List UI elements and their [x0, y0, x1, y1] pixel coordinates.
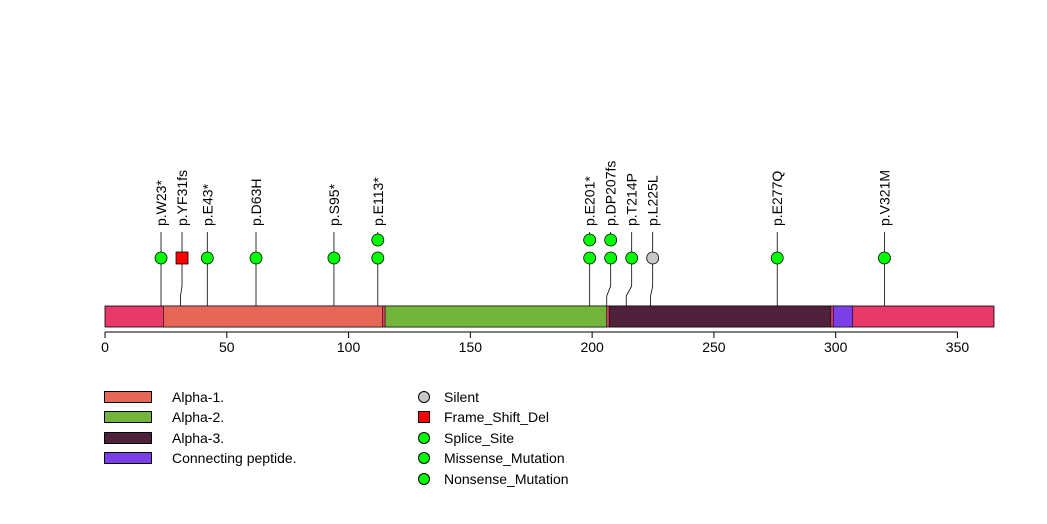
x-tick-label: 150 — [459, 339, 483, 355]
mutation-stem — [650, 258, 654, 306]
mutation-marker-circle — [327, 251, 341, 265]
domain-legend-swatch — [104, 391, 152, 403]
mutation-marker-circle — [371, 233, 385, 247]
protein-track — [104, 305, 995, 328]
mutation-stem — [606, 258, 612, 306]
mutation-legend-label: Missense_Mutation — [444, 450, 565, 466]
silent-legend-icon — [418, 391, 430, 403]
mutation-legend-label: Silent — [444, 389, 480, 405]
domain-legend-swatch — [104, 411, 152, 423]
lollipop-plot: 0 50 100 150 200 250 300 350 p.W23* p.YF31fs p.E4… — [101, 161, 995, 355]
mutation-marker-circle — [625, 251, 639, 265]
x-tick-label: 100 — [337, 339, 361, 355]
mutation-label: p.E201* — [582, 176, 598, 226]
x-tick-label: 250 — [702, 339, 726, 355]
mutation-label: p.T214P — [624, 173, 640, 226]
domain-legend-swatch — [104, 452, 152, 464]
x-tick-label: 200 — [580, 339, 604, 355]
mutation-stem — [625, 258, 633, 306]
mutation-marker-circle — [371, 251, 385, 265]
mutation-label: p.W23* — [153, 180, 169, 226]
x-tick-label: 0 — [101, 339, 109, 355]
mutation-marker-circle — [249, 251, 263, 265]
mutation-label: p.V321M — [876, 170, 892, 226]
frame-shift-del-legend-icon — [418, 411, 430, 423]
domain-block — [163, 305, 383, 328]
mutation-marker-circle — [877, 251, 891, 265]
domain-legend-label: Connecting peptide. — [172, 450, 297, 466]
x-tick-label: 50 — [219, 339, 235, 355]
mutation-marker-circle — [604, 251, 618, 265]
mutation-marker-circle — [646, 251, 660, 265]
mutation-label: p.E113* — [370, 177, 386, 226]
mutation-legend-label: Frame_Shift_Del — [444, 409, 550, 425]
mutation-label: p.YF31fs — [174, 170, 190, 226]
missense-mutation-legend-icon — [418, 452, 430, 464]
domain-block — [608, 305, 832, 328]
domain-legend-label: Alpha-1. — [172, 389, 225, 405]
domain-block — [832, 305, 854, 328]
mutation-stem — [180, 258, 183, 306]
domain-legend-label: Alpha-3. — [172, 430, 225, 446]
x-axis: 0 50 100 150 200 250 300 350 — [101, 331, 970, 355]
mutation-label: p.E277Q — [769, 171, 785, 226]
mutation-marker-circle — [604, 233, 618, 247]
mutation-marker-circle — [770, 251, 784, 265]
mutation-marker-circle — [154, 251, 168, 265]
splice-site-legend-icon — [418, 432, 430, 444]
domain-block — [384, 305, 608, 328]
mutation-marker-circle — [200, 251, 214, 265]
mutation-legend-label: Nonsense_Mutation — [444, 471, 569, 487]
mutation-labels: p.W23* p.YF31fs p.E43* p.D63H p.S95* p.E113* p… — [153, 161, 892, 226]
mutation-marker-square — [175, 251, 189, 265]
nonsense-mutation-legend-icon — [418, 473, 430, 485]
mutation-markers — [154, 233, 891, 265]
mutation-label: p.DP207fs — [603, 161, 619, 226]
mutation-marker-circle — [583, 233, 597, 247]
mutation-label: p.S95* — [326, 183, 342, 226]
mutation-label: p.L225L — [645, 175, 661, 226]
x-tick-label: 350 — [946, 339, 970, 355]
mutation-legend-label: Splice_Site — [444, 430, 515, 446]
x-tick-label: 300 — [824, 339, 848, 355]
mutation-stems — [160, 232, 885, 306]
mutation-label: p.D63H — [248, 179, 264, 226]
domain-legend-swatch — [104, 432, 152, 444]
mutation-label: p.E43* — [199, 183, 215, 226]
mutation-marker-circle — [583, 251, 597, 265]
domain-legend-label: Alpha-2. — [172, 409, 225, 425]
